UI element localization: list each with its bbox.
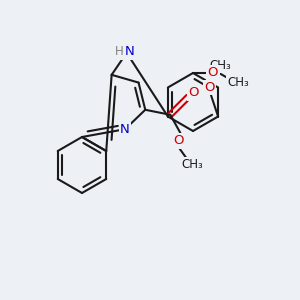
Text: N: N [120, 123, 130, 136]
Text: CH₃: CH₃ [209, 59, 231, 72]
Text: O: O [173, 134, 184, 147]
Text: CH₃: CH₃ [182, 158, 203, 171]
Text: CH₃: CH₃ [227, 76, 249, 89]
Text: O: O [188, 86, 199, 99]
Text: N: N [125, 45, 134, 58]
Text: O: O [208, 67, 218, 80]
Text: O: O [204, 81, 214, 94]
Text: H: H [115, 45, 124, 58]
